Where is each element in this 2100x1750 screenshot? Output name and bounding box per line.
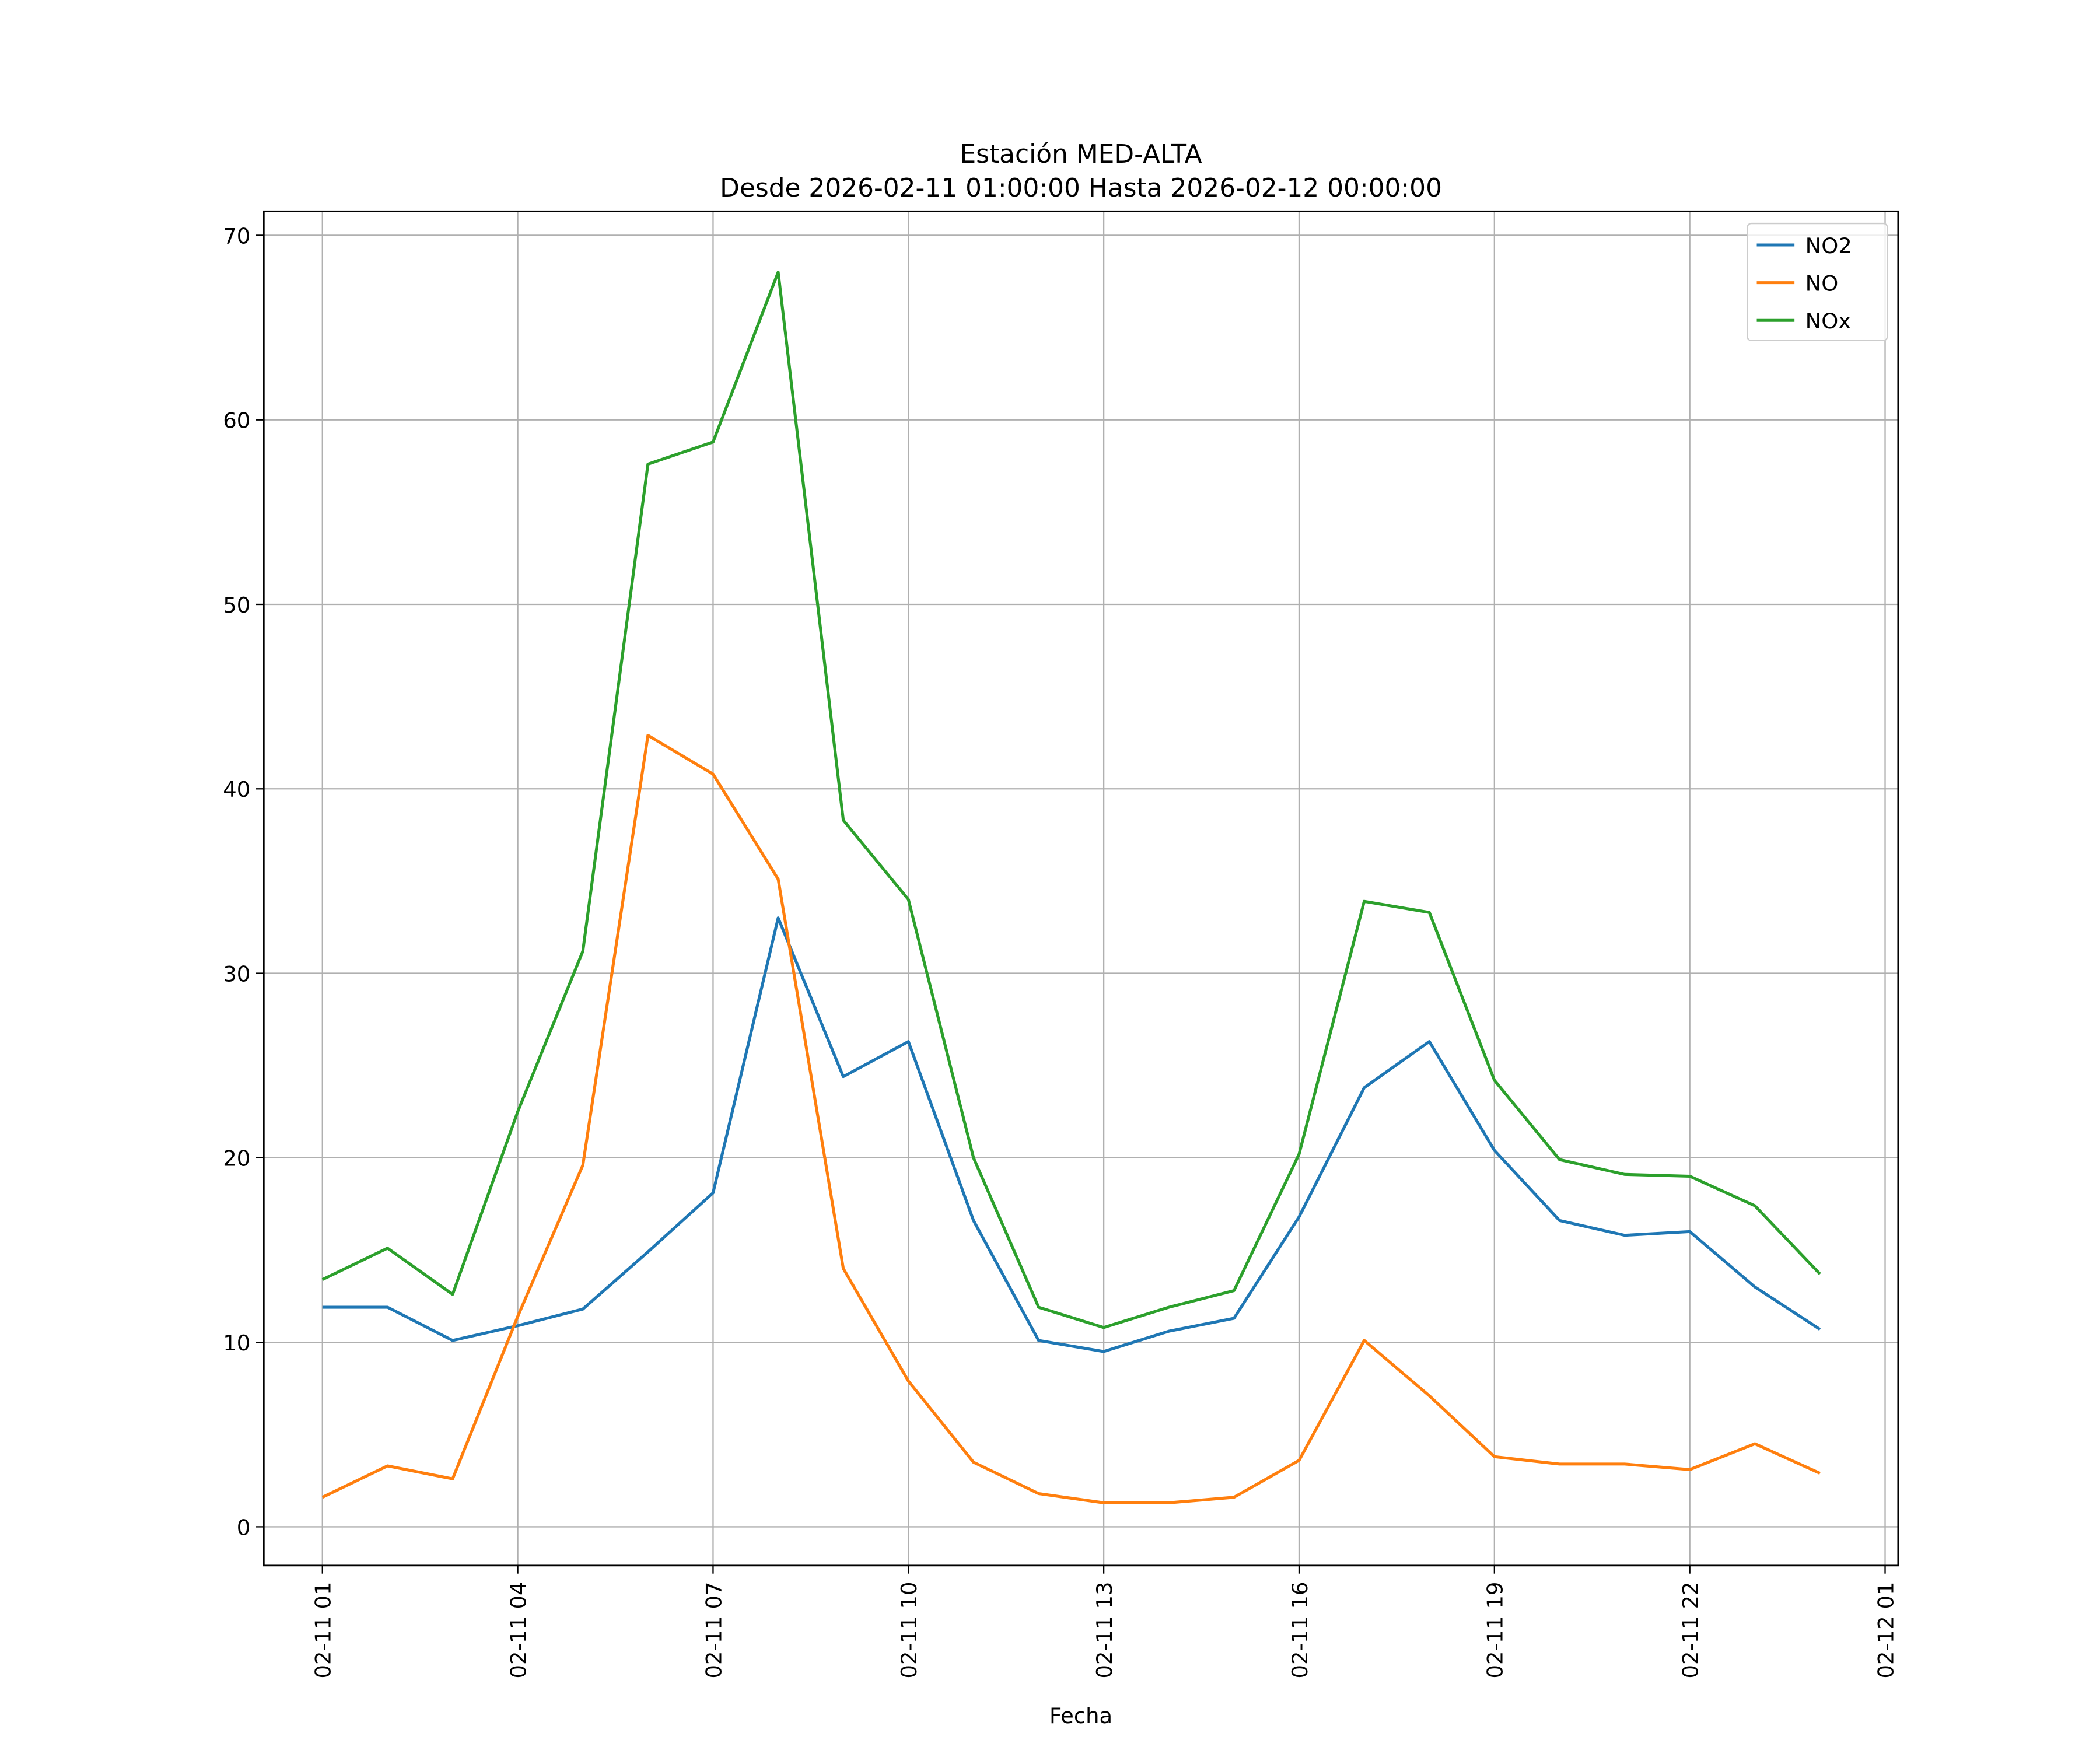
series-line-nox (321, 271, 1821, 1329)
legend-label-no2: NO2 (1805, 233, 1852, 258)
y-tick-label: 60 (223, 408, 250, 433)
ticks: 02-11 01 02-11 04 02-11 07 02-11 10 02-11 13… (223, 223, 1898, 1678)
chart-title: Estación MED-ALTA (960, 139, 1202, 169)
legend-label-nox: NOx (1805, 309, 1852, 334)
x-tick-label: 02-11 01 (311, 1582, 336, 1679)
series-group (321, 271, 1821, 1504)
x-tick-label: 02-11 10 (897, 1582, 922, 1679)
x-axis-label: Fecha (1049, 1703, 1112, 1728)
x-tick-label: 02-11 16 (1287, 1582, 1312, 1679)
y-tick-label: 10 (223, 1331, 250, 1356)
y-tick-label: 30 (223, 961, 250, 986)
grid (264, 211, 1898, 1566)
legend-box (1746, 222, 1888, 341)
legend: NO2 NO NOx (1746, 222, 1888, 341)
y-tick-label: 40 (223, 777, 250, 802)
legend-label-no: NO (1805, 271, 1839, 296)
plot-frame (262, 210, 1899, 1567)
x-tick-label: 02-11 22 (1678, 1582, 1703, 1679)
chart-subtitle: Desde 2026-02-11 01:00:00 Hasta 2026-02-… (720, 173, 1442, 203)
series-line-no (321, 734, 1821, 1504)
x-tick-label: 02-11 07 (701, 1582, 726, 1679)
series-line-no2 (322, 916, 1821, 1353)
y-tick-label: 50 (223, 593, 250, 618)
x-tick-label: 02-12 01 (1873, 1582, 1898, 1679)
y-tick-label: 70 (223, 223, 250, 249)
y-tick-label: 20 (223, 1146, 250, 1171)
x-tick-label: 02-11 19 (1483, 1582, 1508, 1679)
y-tick-label: 0 (237, 1515, 250, 1540)
x-tick-label: 02-11 04 (506, 1582, 531, 1679)
x-tick-label: 02-11 13 (1092, 1582, 1117, 1679)
